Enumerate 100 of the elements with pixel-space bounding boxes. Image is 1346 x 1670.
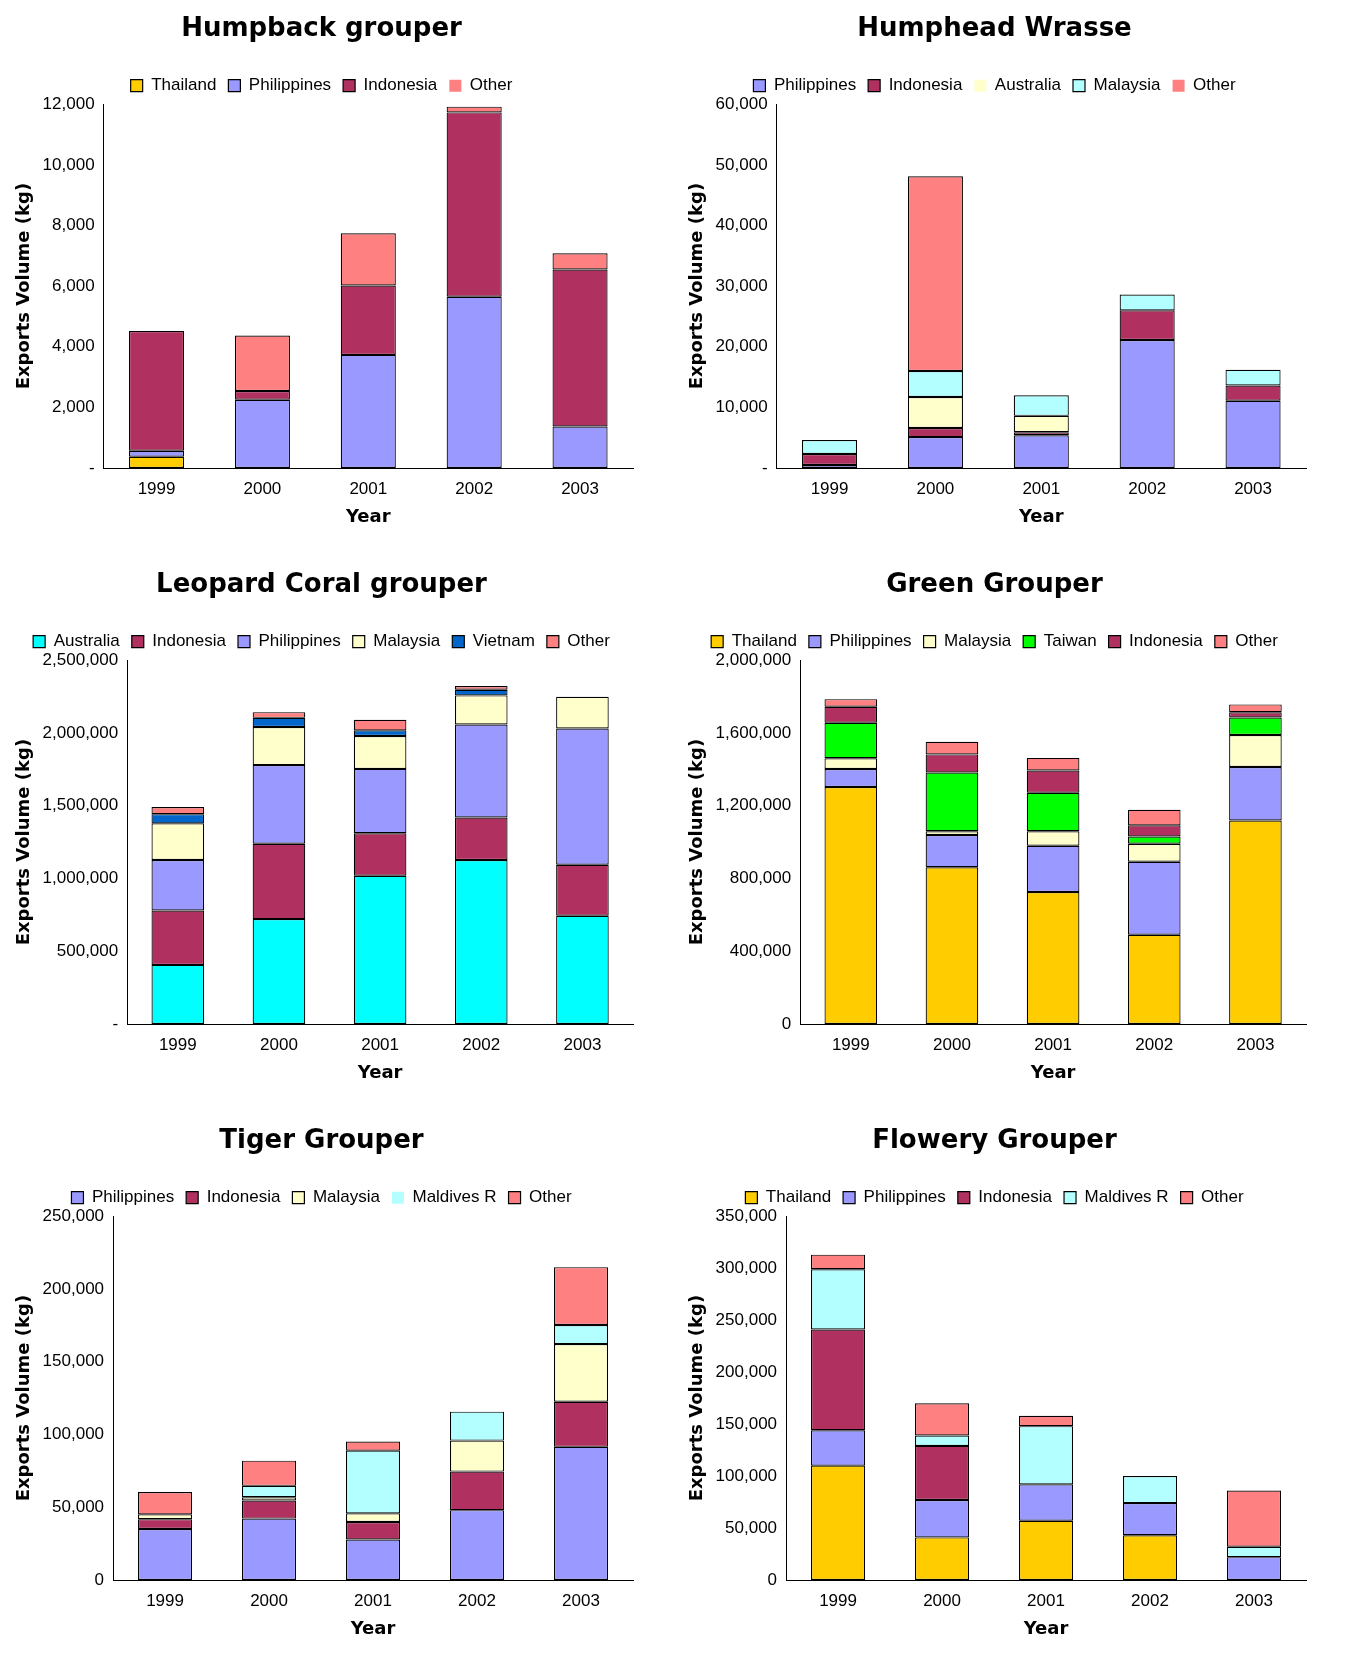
legend-label: Thailand (151, 75, 217, 95)
legend-label: Indonesia (206, 1187, 281, 1207)
legend-label: Indonesia (978, 1187, 1053, 1207)
y-tick-label: 6,000 (52, 275, 95, 295)
y-tick-label: 4,000 (52, 336, 95, 356)
legend-label: Indonesia (363, 75, 438, 95)
legend-label: Other (1193, 75, 1236, 95)
x-tick-label: 2001 (354, 1590, 392, 1610)
x-tick-label: 1999 (819, 1590, 857, 1610)
y-tick-label: - (88, 457, 95, 477)
x-axis-title: Year (344, 504, 391, 526)
x-tick-label: 2001 (1034, 1034, 1073, 1054)
y-tick-label: - (761, 457, 768, 477)
x-tick-label: 2000 (250, 1590, 288, 1610)
legend-label: Maldives R (1084, 1187, 1169, 1207)
x-tick-label: 2002 (462, 1034, 501, 1054)
x-tick-label: 2002 (1131, 1590, 1169, 1610)
y-tick-label: 0 (94, 1569, 105, 1589)
legend-label: Other (1235, 631, 1279, 651)
legend-label: Maldives R (412, 1187, 497, 1207)
y-axis-title: Exports Volume (kg) (685, 182, 707, 390)
x-tick-label: 2003 (1236, 1034, 1275, 1054)
y-tick-label: 100,000 (715, 1465, 778, 1485)
legend-label: Other (469, 75, 513, 95)
y-tick-label: 0 (767, 1569, 778, 1589)
y-tick-label: 2,000,000 (715, 649, 792, 669)
y-axis-title: Exports Volume (kg) (685, 1294, 707, 1502)
x-axis-title: Year (356, 1060, 403, 1082)
legend-label: Malaysia (312, 1187, 381, 1207)
legend-label: Taiwan (1043, 631, 1097, 651)
x-tick-label: 1999 (137, 478, 176, 498)
y-tick-label: 350,000 (715, 1205, 778, 1225)
y-tick-label: - (112, 1013, 119, 1033)
y-tick-label: 1,500,000 (42, 795, 119, 815)
chart-title: Leopard Coral grouper (156, 568, 488, 599)
y-tick-label: 2,500,000 (42, 649, 119, 669)
y-tick-label: 40,000 (715, 215, 768, 235)
legend-label: Malaysia (944, 631, 1012, 651)
y-axis-title: Exports Volume (kg) (12, 182, 34, 390)
x-tick-label: 2003 (1235, 1590, 1273, 1610)
y-tick-label: 250,000 (715, 1309, 778, 1329)
legend-label: Philippines (773, 75, 857, 95)
legend-label: Australia (994, 75, 1062, 95)
y-tick-label: 100,000 (42, 1424, 105, 1444)
x-tick-label: 2001 (1027, 1590, 1065, 1610)
legend-label: Australia (53, 631, 121, 651)
legend-label: Philippines (258, 631, 341, 651)
y-axis-title: Exports Volume (kg) (12, 738, 34, 946)
y-tick-label: 50,000 (52, 1496, 105, 1516)
y-tick-label: 8,000 (52, 215, 95, 235)
x-tick-label: 2003 (1234, 478, 1272, 498)
x-axis-title: Year (1017, 504, 1064, 526)
x-tick-label: 1999 (810, 478, 849, 498)
y-tick-label: 12,000 (42, 93, 95, 113)
y-tick-label: 20,000 (715, 336, 768, 356)
y-tick-label: 2,000,000 (42, 722, 119, 742)
x-tick-label: 2002 (1128, 478, 1167, 498)
chart-title: Flowery Grouper (872, 1124, 1117, 1155)
y-axis-title: Exports Volume (kg) (685, 738, 707, 946)
x-tick-label: 1999 (158, 1034, 197, 1054)
x-tick-label: 2000 (243, 478, 282, 498)
y-tick-label: 50,000 (715, 154, 768, 174)
x-tick-label: 1999 (146, 1590, 184, 1610)
legend-label: Thailand (765, 1187, 832, 1207)
x-tick-label: 2001 (1022, 478, 1061, 498)
y-tick-label: 10,000 (42, 154, 95, 174)
x-tick-label: 2002 (455, 478, 494, 498)
x-tick-label: 2000 (260, 1034, 298, 1054)
legend-label: Indonesia (152, 631, 227, 651)
legend-label: Malaysia (373, 631, 441, 651)
x-tick-label: 2002 (1135, 1034, 1174, 1054)
legend-label: Other (529, 1187, 572, 1207)
x-tick-label: 2002 (458, 1590, 496, 1610)
y-tick-label: 30,000 (715, 275, 768, 295)
y-tick-label: 800,000 (729, 868, 792, 888)
y-tick-label: 300,000 (715, 1257, 778, 1277)
x-tick-label: 2001 (349, 478, 388, 498)
x-axis-title: Year (1022, 1616, 1069, 1638)
legend-label: Thailand (731, 631, 797, 651)
x-tick-label: 2000 (933, 1034, 971, 1054)
y-tick-label: 50,000 (725, 1517, 778, 1537)
x-axis-title: Year (349, 1616, 396, 1638)
legend-label: Malaysia (1093, 75, 1162, 95)
y-tick-label: 200,000 (42, 1278, 105, 1298)
legend-label: Philippines (91, 1187, 175, 1207)
legend-label: Indonesia (888, 75, 963, 95)
x-tick-label: 2003 (562, 1590, 600, 1610)
x-tick-label: 2000 (923, 1590, 961, 1610)
x-tick-label: 2003 (561, 478, 599, 498)
y-tick-label: 150,000 (715, 1413, 778, 1433)
legend-label: Other (567, 631, 611, 651)
chart-title: Humphead Wrasse (857, 12, 1132, 43)
x-tick-label: 2001 (361, 1034, 400, 1054)
legend-label: Vietnam (472, 631, 535, 651)
y-tick-label: 500,000 (56, 940, 119, 960)
y-tick-label: 200,000 (715, 1361, 778, 1381)
x-tick-label: 2003 (563, 1034, 602, 1054)
legend-label: Philippines (863, 1187, 946, 1207)
y-tick-label: 2,000 (52, 397, 95, 417)
y-tick-label: 400,000 (729, 940, 792, 960)
